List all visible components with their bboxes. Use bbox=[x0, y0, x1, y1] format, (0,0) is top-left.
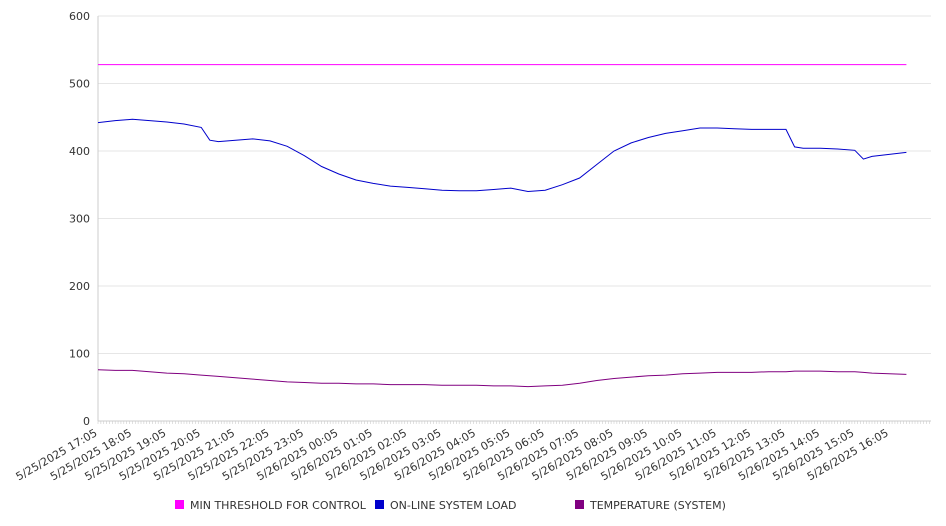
series-line-2 bbox=[97, 369, 907, 388]
y-tick-label: 500 bbox=[69, 78, 90, 91]
y-tick-label: 200 bbox=[69, 280, 90, 293]
x-axis-ticks: 5/25/2025 17:055/25/2025 18:055/25/2025 … bbox=[14, 426, 891, 483]
legend-swatch bbox=[175, 500, 184, 509]
gridlines bbox=[98, 15, 931, 354]
legend-label: MIN THRESHOLD FOR CONTROL bbox=[190, 499, 367, 512]
legend-label: TEMPERATURE (SYSTEM) bbox=[589, 499, 726, 512]
legend-swatch bbox=[575, 500, 584, 509]
y-tick-label: 300 bbox=[69, 213, 90, 226]
y-axis-ticks: 0 100 200 300 400 500 600 bbox=[69, 10, 90, 428]
y-tick-label: 100 bbox=[69, 348, 90, 361]
legend-label: ON-LINE SYSTEM LOAD bbox=[390, 499, 516, 512]
legend: MIN THRESHOLD FOR CONTROL ON-LINE SYSTEM … bbox=[175, 499, 726, 512]
series-line-1 bbox=[97, 118, 907, 193]
axes bbox=[97, 16, 931, 424]
series-lines bbox=[97, 64, 907, 388]
y-tick-label: 400 bbox=[69, 145, 90, 158]
y-tick-label: 600 bbox=[69, 10, 90, 23]
y-tick-label: 0 bbox=[83, 415, 90, 428]
legend-swatch bbox=[375, 500, 384, 509]
